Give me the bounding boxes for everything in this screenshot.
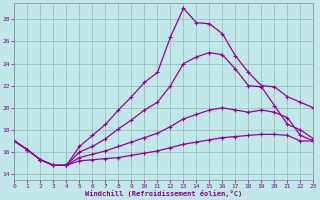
X-axis label: Windchill (Refroidissement éolien,°C): Windchill (Refroidissement éolien,°C) xyxy=(85,190,243,197)
